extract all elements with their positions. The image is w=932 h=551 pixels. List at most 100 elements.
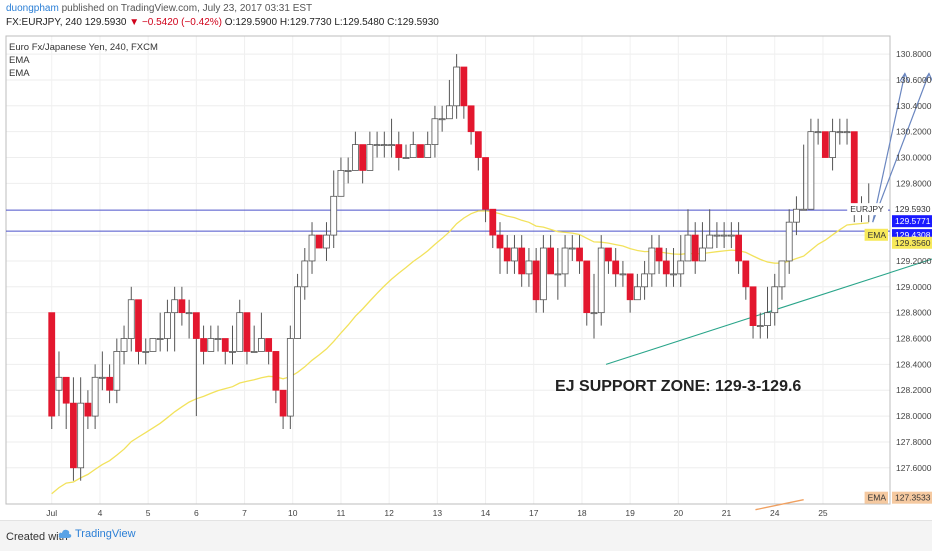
x-tick-label: 13 — [433, 508, 443, 518]
candle-body — [655, 247, 663, 262]
forecast-arrows — [872, 72, 932, 223]
y-tick-label: 129.0000 — [896, 282, 932, 292]
y-tick-label: 130.2000 — [896, 127, 932, 137]
support-lines — [6, 209, 890, 232]
candle-body — [532, 260, 540, 301]
candle-body — [315, 234, 323, 249]
price-tags: EURJPY 129.5930 129.5771 129.4308 EMA 129.356… — [847, 203, 932, 504]
tradingview-logo[interactable]: TradingView — [58, 528, 136, 540]
candle-body — [727, 234, 735, 237]
candle-body — [633, 286, 641, 301]
candle-body — [800, 208, 808, 211]
last-price-tag: 129.5930 — [895, 204, 931, 214]
candle-body — [265, 338, 273, 352]
candle-body — [62, 376, 70, 404]
candle-body — [135, 299, 142, 352]
candle-body — [735, 234, 742, 262]
candle-body — [286, 338, 294, 417]
published-text: published on TradingView.com, July 23, 2… — [61, 3, 313, 14]
candle-body — [301, 260, 309, 288]
ema-tag-value: 129.3560 — [895, 238, 931, 248]
candle-body — [525, 260, 533, 275]
x-tick-label: 12 — [384, 508, 394, 518]
candle-body — [445, 105, 453, 120]
candle-body — [164, 312, 171, 339]
candle-body — [185, 312, 193, 315]
candle-body — [612, 260, 620, 275]
y-tick-label: 127.8000 — [896, 437, 932, 447]
footer: Created with TradingView — [0, 520, 932, 551]
candle-body — [70, 402, 77, 469]
candle-body — [438, 118, 446, 121]
forecast-arrow — [872, 73, 930, 223]
candle-body — [402, 157, 410, 159]
candle-body — [221, 338, 229, 352]
candle-body — [814, 131, 822, 134]
y-tick-label: 129.2000 — [896, 256, 932, 266]
ema-tag-label-bg — [864, 228, 888, 241]
plot-area-border — [5, 35, 891, 505]
candle-body — [229, 351, 236, 353]
x-tick-label: Jul — [46, 508, 57, 518]
legend-ema-1: EMA — [9, 55, 30, 66]
x-tick-label: 7 — [242, 508, 247, 518]
x-tick-label: 25 — [818, 508, 828, 518]
x-tick-label: 11 — [337, 508, 346, 518]
candle-body — [843, 131, 851, 134]
candle-body — [836, 131, 844, 134]
candle-body — [243, 312, 251, 352]
candle-body — [337, 170, 345, 197]
x-tick-label: 19 — [625, 508, 635, 518]
arrow-head — [899, 72, 910, 83]
x-tick-label: 21 — [722, 508, 732, 518]
x-tick-label: 24 — [770, 508, 780, 518]
price-change: −0.5420 (−0.42%) — [141, 17, 222, 28]
candle-body — [149, 338, 157, 352]
candle-body — [561, 247, 569, 275]
candle-body — [568, 247, 576, 250]
candle-body — [771, 286, 779, 314]
candle-body — [706, 234, 714, 249]
candle-body — [662, 260, 670, 275]
candle-body — [250, 351, 258, 353]
x-tick-label: 17 — [529, 508, 539, 518]
price-tag-1-bg — [892, 215, 932, 228]
y-tick-label: 128.8000 — [896, 308, 932, 318]
candle-body — [409, 144, 417, 158]
candle-body — [764, 312, 771, 326]
candle-body — [214, 338, 222, 340]
candle-body — [590, 312, 598, 315]
x-tick-label: 5 — [146, 508, 151, 518]
candle-body — [793, 208, 800, 223]
y-tick-label: 130.6000 — [896, 75, 932, 85]
candle-body — [619, 273, 627, 276]
candle-body — [279, 389, 287, 417]
candle-body — [807, 131, 815, 210]
candle-body — [474, 131, 482, 158]
candle-body — [98, 376, 106, 379]
candle-body — [236, 312, 244, 352]
x-tick-label: 4 — [98, 508, 103, 518]
candle-body — [127, 299, 135, 339]
candle-body — [641, 273, 648, 288]
support-zone-annotation: EJ SUPPORT ZONE: 129-3-129.6 — [555, 378, 801, 395]
candle-body — [192, 312, 200, 339]
y-tick-label: 130.0000 — [896, 153, 932, 163]
candle-body — [55, 376, 63, 391]
last-price: 129.5930 — [84, 17, 127, 28]
x-tick-label: 6 — [194, 508, 199, 518]
candle-body — [113, 351, 121, 391]
candle-body — [511, 247, 518, 262]
candle-body — [648, 247, 656, 275]
ema-tag-label: EMA — [868, 230, 887, 240]
candle-body — [503, 247, 511, 262]
y-tick-label: 128.6000 — [896, 334, 932, 344]
candle-body — [496, 234, 504, 249]
price-chart[interactable]: 127.6000 127.8000 128.0000 128.2000 128.4000… — [0, 0, 932, 520]
candle-body — [330, 195, 338, 236]
publisher-name[interactable]: duongpham — [6, 3, 59, 14]
candle-body — [597, 247, 605, 314]
candle-body — [308, 234, 316, 262]
ema-tag-value-bg — [892, 236, 932, 249]
candle-body — [200, 338, 207, 352]
